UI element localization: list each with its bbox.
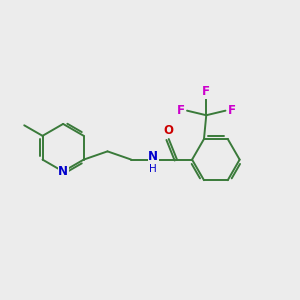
Text: H: H [149,164,157,174]
Text: F: F [227,104,236,117]
Text: N: N [58,165,68,178]
Text: N: N [148,150,158,163]
Text: F: F [177,104,185,117]
Text: O: O [164,124,174,137]
Text: F: F [202,85,210,98]
